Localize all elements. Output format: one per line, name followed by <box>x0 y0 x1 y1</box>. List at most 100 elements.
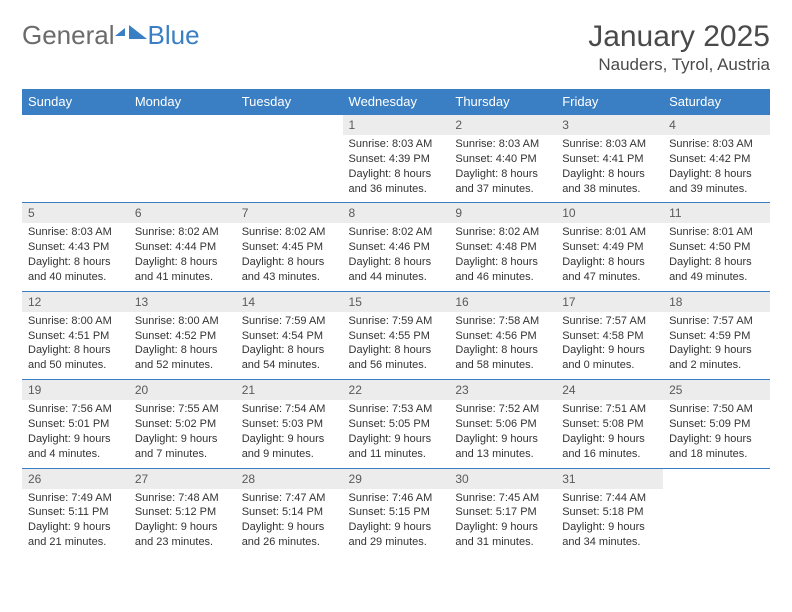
day-cell <box>663 489 770 556</box>
daynum-row: 1234 <box>22 115 770 136</box>
logo-triangle-icon <box>129 25 147 39</box>
day-cell: Sunrise: 8:03 AMSunset: 4:39 PMDaylight:… <box>343 135 450 203</box>
sunset-line: Sunset: 5:05 PM <box>349 417 444 432</box>
sunrise-line: Sunrise: 7:45 AM <box>455 491 550 506</box>
day-number: 15 <box>343 291 450 312</box>
day-number: 22 <box>343 380 450 401</box>
daylight-line: Daylight: 8 hours and 46 minutes. <box>455 255 550 285</box>
day-number: 12 <box>22 291 129 312</box>
daylight-line: Daylight: 9 hours and 29 minutes. <box>349 520 444 550</box>
logo-word2: Blue <box>148 20 200 51</box>
day-cell: Sunrise: 7:56 AMSunset: 5:01 PMDaylight:… <box>22 400 129 468</box>
day-cell: Sunrise: 8:03 AMSunset: 4:43 PMDaylight:… <box>22 223 129 291</box>
day-number: 7 <box>236 203 343 224</box>
sunset-line: Sunset: 4:58 PM <box>562 329 657 344</box>
day-number: 25 <box>663 380 770 401</box>
header: General Blue January 2025 Nauders, Tyrol… <box>22 20 770 75</box>
day-cell: Sunrise: 8:02 AMSunset: 4:48 PMDaylight:… <box>449 223 556 291</box>
day-cell: Sunrise: 7:59 AMSunset: 4:54 PMDaylight:… <box>236 312 343 380</box>
month-title: January 2025 <box>588 20 770 53</box>
day-number: 14 <box>236 291 343 312</box>
day-number: 13 <box>129 291 236 312</box>
sunrise-line: Sunrise: 8:00 AM <box>135 314 230 329</box>
sunset-line: Sunset: 4:43 PM <box>28 240 123 255</box>
daynum-row: 12131415161718 <box>22 291 770 312</box>
day-body-row: Sunrise: 7:49 AMSunset: 5:11 PMDaylight:… <box>22 489 770 556</box>
day-cell: Sunrise: 7:48 AMSunset: 5:12 PMDaylight:… <box>129 489 236 556</box>
day-cell: Sunrise: 8:02 AMSunset: 4:45 PMDaylight:… <box>236 223 343 291</box>
day-cell: Sunrise: 7:46 AMSunset: 5:15 PMDaylight:… <box>343 489 450 556</box>
sunset-line: Sunset: 4:49 PM <box>562 240 657 255</box>
day-number: 19 <box>22 380 129 401</box>
day-number <box>663 468 770 489</box>
sunset-line: Sunset: 5:12 PM <box>135 505 230 520</box>
day-number: 27 <box>129 468 236 489</box>
daylight-line: Daylight: 8 hours and 56 minutes. <box>349 343 444 373</box>
day-cell: Sunrise: 7:50 AMSunset: 5:09 PMDaylight:… <box>663 400 770 468</box>
day-number: 2 <box>449 115 556 136</box>
sunrise-line: Sunrise: 7:51 AM <box>562 402 657 417</box>
day-number <box>129 115 236 136</box>
sunset-line: Sunset: 5:06 PM <box>455 417 550 432</box>
day-cell: Sunrise: 7:49 AMSunset: 5:11 PMDaylight:… <box>22 489 129 556</box>
daylight-line: Daylight: 8 hours and 47 minutes. <box>562 255 657 285</box>
day-header: Tuesday <box>236 89 343 115</box>
day-number: 31 <box>556 468 663 489</box>
sunrise-line: Sunrise: 7:56 AM <box>28 402 123 417</box>
calendar-body: 1234Sunrise: 8:03 AMSunset: 4:39 PMDayli… <box>22 115 770 556</box>
day-cell <box>22 135 129 203</box>
sunrise-line: Sunrise: 7:55 AM <box>135 402 230 417</box>
day-cell: Sunrise: 7:55 AMSunset: 5:02 PMDaylight:… <box>129 400 236 468</box>
sunrise-line: Sunrise: 7:52 AM <box>455 402 550 417</box>
sunrise-line: Sunrise: 8:02 AM <box>135 225 230 240</box>
sunrise-line: Sunrise: 8:03 AM <box>349 137 444 152</box>
daylight-line: Daylight: 9 hours and 23 minutes. <box>135 520 230 550</box>
daylight-line: Daylight: 8 hours and 40 minutes. <box>28 255 123 285</box>
day-cell: Sunrise: 8:03 AMSunset: 4:41 PMDaylight:… <box>556 135 663 203</box>
day-number <box>22 115 129 136</box>
day-cell: Sunrise: 8:00 AMSunset: 4:51 PMDaylight:… <box>22 312 129 380</box>
daylight-line: Daylight: 8 hours and 44 minutes. <box>349 255 444 285</box>
daylight-line: Daylight: 9 hours and 34 minutes. <box>562 520 657 550</box>
daylight-line: Daylight: 9 hours and 13 minutes. <box>455 432 550 462</box>
daylight-line: Daylight: 8 hours and 50 minutes. <box>28 343 123 373</box>
day-cell <box>236 135 343 203</box>
sunset-line: Sunset: 4:51 PM <box>28 329 123 344</box>
sunset-line: Sunset: 5:17 PM <box>455 505 550 520</box>
daylight-line: Daylight: 9 hours and 4 minutes. <box>28 432 123 462</box>
sunset-line: Sunset: 4:39 PM <box>349 152 444 167</box>
day-number: 9 <box>449 203 556 224</box>
location: Nauders, Tyrol, Austria <box>588 55 770 75</box>
sunset-line: Sunset: 4:42 PM <box>669 152 764 167</box>
sunrise-line: Sunrise: 7:57 AM <box>562 314 657 329</box>
sunset-line: Sunset: 4:41 PM <box>562 152 657 167</box>
day-header-row: SundayMondayTuesdayWednesdayThursdayFrid… <box>22 89 770 115</box>
day-cell: Sunrise: 7:57 AMSunset: 4:59 PMDaylight:… <box>663 312 770 380</box>
sunrise-line: Sunrise: 7:44 AM <box>562 491 657 506</box>
daylight-line: Daylight: 8 hours and 38 minutes. <box>562 167 657 197</box>
day-number: 29 <box>343 468 450 489</box>
sunset-line: Sunset: 4:48 PM <box>455 240 550 255</box>
day-cell: Sunrise: 8:00 AMSunset: 4:52 PMDaylight:… <box>129 312 236 380</box>
logo: General Blue <box>22 20 200 51</box>
day-cell: Sunrise: 7:45 AMSunset: 5:17 PMDaylight:… <box>449 489 556 556</box>
sunset-line: Sunset: 5:14 PM <box>242 505 337 520</box>
day-cell: Sunrise: 8:03 AMSunset: 4:40 PMDaylight:… <box>449 135 556 203</box>
day-cell: Sunrise: 8:01 AMSunset: 4:49 PMDaylight:… <box>556 223 663 291</box>
sunset-line: Sunset: 5:03 PM <box>242 417 337 432</box>
day-cell: Sunrise: 7:52 AMSunset: 5:06 PMDaylight:… <box>449 400 556 468</box>
sunset-line: Sunset: 4:56 PM <box>455 329 550 344</box>
title-block: January 2025 Nauders, Tyrol, Austria <box>588 20 770 75</box>
day-cell <box>129 135 236 203</box>
daynum-row: 19202122232425 <box>22 380 770 401</box>
daylight-line: Daylight: 9 hours and 9 minutes. <box>242 432 337 462</box>
day-header: Friday <box>556 89 663 115</box>
day-number: 20 <box>129 380 236 401</box>
day-number: 1 <box>343 115 450 136</box>
day-number: 10 <box>556 203 663 224</box>
sunrise-line: Sunrise: 8:02 AM <box>455 225 550 240</box>
day-number: 5 <box>22 203 129 224</box>
daylight-line: Daylight: 8 hours and 43 minutes. <box>242 255 337 285</box>
sunrise-line: Sunrise: 7:50 AM <box>669 402 764 417</box>
day-cell: Sunrise: 8:01 AMSunset: 4:50 PMDaylight:… <box>663 223 770 291</box>
